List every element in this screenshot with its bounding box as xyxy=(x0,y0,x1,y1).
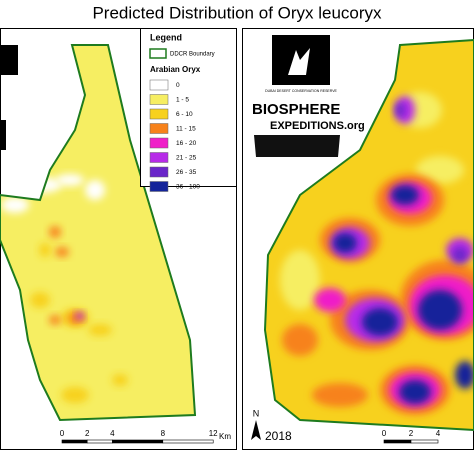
logo-fragment xyxy=(0,120,6,150)
legend-layer-title: Arabian Oryx xyxy=(150,65,201,74)
boundary-swatch xyxy=(149,48,167,59)
density-patch xyxy=(312,383,368,407)
right-scale: 0 2 4 xyxy=(382,429,441,444)
legend-label: 16 - 20 xyxy=(176,140,197,147)
legend-swatch xyxy=(149,166,169,178)
scale-segment xyxy=(86,439,113,444)
logo-icon xyxy=(288,48,310,75)
legend-label: 1 - 5 xyxy=(176,97,189,104)
density-patch xyxy=(1,197,29,213)
scale-segment xyxy=(410,439,439,444)
density-patch xyxy=(30,292,50,308)
reserve-name: DUBAI DESERT CONSERVATION RESERVE xyxy=(265,89,337,93)
scale-segment xyxy=(112,439,164,444)
scale-label: 2 xyxy=(85,429,90,438)
density-patch xyxy=(49,226,61,238)
scale-label: 0 xyxy=(60,429,65,438)
density-patch xyxy=(452,247,468,263)
legend-label: 11 - 15 xyxy=(176,126,196,133)
scale-segment xyxy=(61,439,88,444)
legend-swatch xyxy=(149,108,169,120)
legend-swatch xyxy=(149,94,169,105)
legend-label: 21 - 25 xyxy=(176,155,197,162)
boundary xyxy=(0,44,197,422)
legend-swatch xyxy=(149,79,169,91)
density-patch xyxy=(49,315,61,325)
world-map-icon xyxy=(254,135,340,157)
density-patch xyxy=(314,288,346,312)
legend-swatch xyxy=(149,181,169,192)
legend-label: DDCR Boundary xyxy=(170,52,215,58)
density-patch xyxy=(280,250,320,310)
density-patch xyxy=(362,308,398,336)
density-patch xyxy=(56,174,84,186)
density-patch xyxy=(39,243,51,257)
north-label: N xyxy=(253,408,260,418)
legend-label: 36 - 100 xyxy=(176,184,200,191)
density-patch xyxy=(399,380,431,404)
density-patch xyxy=(333,233,357,253)
density-patch xyxy=(416,156,464,184)
scale-label: 2 xyxy=(409,429,414,438)
legend-label: 26 - 35 xyxy=(176,169,197,176)
legend-swatch xyxy=(149,152,169,163)
scale-label: 8 xyxy=(161,429,166,438)
expeditions-text: EXPEDITIONS.org xyxy=(270,120,365,132)
density-patch xyxy=(455,361,474,389)
biosphere-text: BIOSPHERE xyxy=(252,101,340,118)
scale-label: 0 xyxy=(382,429,387,438)
density-patch xyxy=(112,374,128,386)
legend-title: Legend xyxy=(150,32,182,42)
scale-segment xyxy=(383,439,412,444)
density-patch xyxy=(418,290,462,330)
year-label: 2018 xyxy=(265,429,292,443)
legend-label: 0 xyxy=(176,82,180,89)
density-patch xyxy=(61,387,89,403)
legend-items: 0 1 - 5 6 - 10 11 - 15 16 - 20 21 - 25 26 - 35… xyxy=(149,79,200,192)
title: Predicted Distribution of Oryx leucoryx xyxy=(92,3,382,22)
boundary xyxy=(263,38,474,432)
legend-swatch xyxy=(149,123,169,134)
north-arrow xyxy=(251,420,261,440)
density-patch xyxy=(76,312,84,320)
density-patch xyxy=(395,102,405,118)
scale-unit: Km xyxy=(219,432,231,441)
legend-label: 6 - 10 xyxy=(176,111,193,118)
legend-swatch xyxy=(149,137,169,149)
scale-label: 4 xyxy=(436,429,441,438)
density-patch xyxy=(88,324,112,336)
density-patch xyxy=(391,185,419,205)
scale-segment xyxy=(162,439,214,444)
density-patch xyxy=(282,324,318,356)
scale-label: 4 xyxy=(110,429,115,438)
scale-label: 12 xyxy=(209,429,218,438)
density-patch xyxy=(85,180,105,200)
left-scale: 0 2 4 8 12 Km xyxy=(60,429,231,444)
density-patch xyxy=(55,247,69,257)
logo-fragment xyxy=(0,45,18,75)
